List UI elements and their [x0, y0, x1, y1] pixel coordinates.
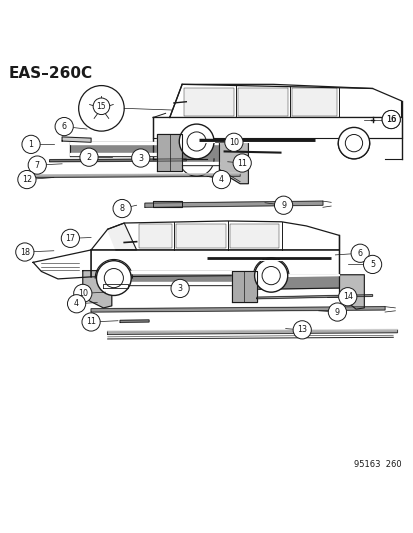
Circle shape [18, 171, 36, 189]
Circle shape [179, 124, 214, 159]
FancyBboxPatch shape [291, 87, 337, 116]
Circle shape [113, 199, 131, 217]
Text: 4: 4 [74, 299, 79, 308]
Polygon shape [157, 134, 182, 171]
Polygon shape [256, 275, 339, 289]
Circle shape [337, 127, 369, 159]
Circle shape [55, 117, 73, 136]
Circle shape [16, 243, 34, 261]
Circle shape [61, 229, 79, 247]
Circle shape [96, 261, 131, 295]
Circle shape [78, 86, 124, 131]
Circle shape [338, 288, 356, 306]
Text: 3: 3 [138, 154, 143, 163]
Text: EAS–260C: EAS–260C [8, 66, 92, 80]
Polygon shape [50, 159, 186, 161]
Text: 16: 16 [385, 115, 395, 124]
Circle shape [224, 133, 242, 151]
Text: 1: 1 [28, 140, 33, 149]
Text: 17: 17 [65, 234, 75, 243]
Polygon shape [112, 282, 231, 284]
Polygon shape [120, 320, 149, 322]
Polygon shape [153, 84, 401, 117]
Polygon shape [70, 142, 157, 144]
Circle shape [212, 171, 230, 189]
FancyBboxPatch shape [138, 224, 171, 248]
Text: 3: 3 [177, 284, 182, 293]
Polygon shape [153, 117, 401, 138]
Polygon shape [182, 142, 219, 144]
Polygon shape [91, 221, 339, 250]
Text: 6: 6 [357, 249, 362, 258]
FancyBboxPatch shape [184, 87, 233, 116]
FancyBboxPatch shape [176, 224, 225, 248]
Circle shape [67, 295, 85, 313]
Polygon shape [103, 284, 128, 288]
Text: 6: 6 [62, 122, 66, 131]
Text: 15: 15 [96, 102, 106, 111]
Circle shape [350, 244, 368, 262]
Text: 2: 2 [86, 152, 91, 161]
Circle shape [93, 98, 109, 115]
FancyBboxPatch shape [237, 87, 287, 116]
Polygon shape [62, 137, 91, 142]
Polygon shape [182, 162, 219, 164]
Circle shape [292, 321, 311, 339]
Polygon shape [107, 329, 396, 331]
Polygon shape [112, 271, 231, 273]
Text: 5: 5 [369, 260, 374, 269]
Polygon shape [256, 295, 372, 299]
Circle shape [80, 148, 98, 166]
Text: 16: 16 [385, 115, 396, 124]
Text: 13: 13 [297, 325, 306, 334]
Polygon shape [70, 152, 157, 155]
Polygon shape [107, 223, 136, 250]
Text: 9: 9 [280, 201, 285, 209]
Text: 11: 11 [237, 158, 247, 167]
Text: 8: 8 [119, 204, 124, 213]
Polygon shape [91, 250, 339, 277]
Polygon shape [219, 142, 248, 184]
Polygon shape [107, 329, 396, 334]
Polygon shape [91, 306, 384, 312]
Polygon shape [339, 275, 363, 309]
Circle shape [363, 255, 381, 273]
Circle shape [22, 135, 40, 154]
Circle shape [171, 279, 189, 297]
Text: 95163  260: 95163 260 [353, 459, 401, 469]
Text: 10: 10 [78, 289, 88, 298]
Polygon shape [29, 174, 240, 177]
Text: 14: 14 [342, 292, 352, 301]
Polygon shape [256, 275, 339, 277]
Polygon shape [70, 142, 157, 156]
Circle shape [28, 156, 46, 174]
Text: 4: 4 [218, 175, 223, 184]
Text: 11: 11 [86, 318, 96, 327]
Circle shape [381, 110, 399, 128]
Circle shape [381, 110, 399, 128]
Circle shape [328, 303, 346, 321]
Polygon shape [337, 143, 369, 159]
Polygon shape [182, 142, 219, 165]
Circle shape [254, 259, 287, 292]
Text: 7: 7 [35, 160, 40, 169]
Polygon shape [153, 201, 182, 207]
Circle shape [233, 154, 251, 172]
Polygon shape [83, 271, 112, 308]
Circle shape [274, 196, 292, 214]
Circle shape [131, 149, 150, 167]
Polygon shape [145, 201, 322, 207]
FancyBboxPatch shape [229, 224, 279, 248]
Text: 18: 18 [20, 247, 30, 256]
Text: 10: 10 [228, 138, 238, 147]
Polygon shape [231, 271, 256, 302]
Text: 9: 9 [334, 308, 339, 317]
Circle shape [74, 284, 92, 303]
Circle shape [82, 313, 100, 331]
Polygon shape [33, 250, 91, 279]
Polygon shape [112, 271, 231, 285]
Polygon shape [29, 173, 240, 175]
Text: 12: 12 [22, 175, 32, 184]
